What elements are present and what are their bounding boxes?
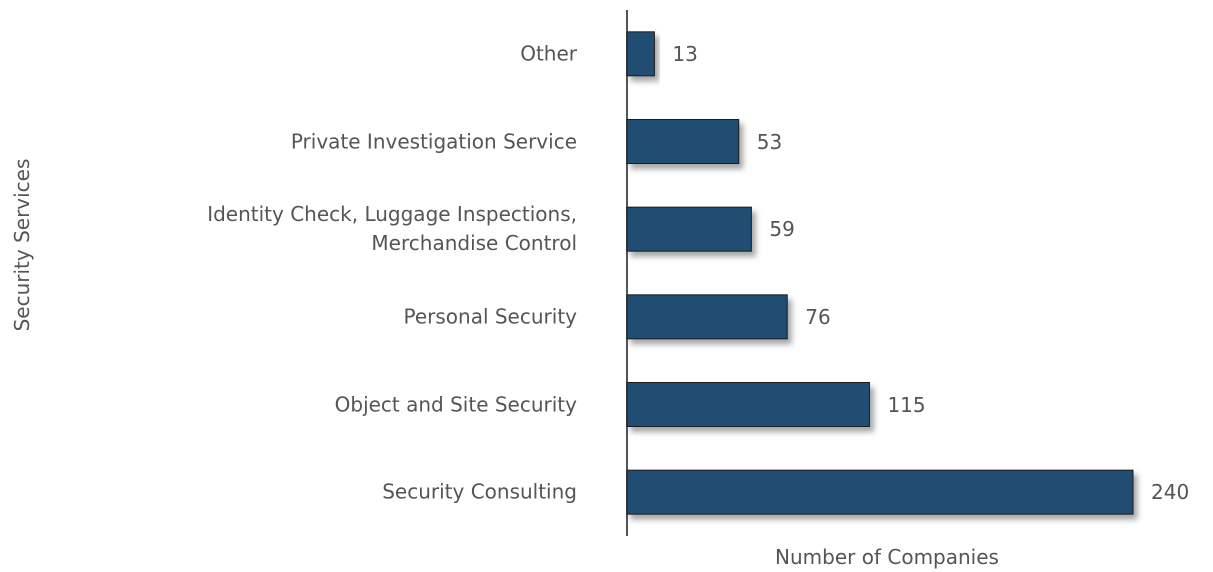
value-label: 53 [756, 129, 783, 154]
value-label: 76 [805, 304, 831, 329]
value-label: 13 [672, 41, 698, 66]
y-tick-label: Security Consulting [382, 479, 577, 504]
value-label: 115 [887, 392, 926, 417]
bar [626, 294, 788, 340]
y-tick-label: Object and Site Security [334, 392, 577, 416]
y-tick-label: Other [520, 41, 577, 66]
bar [626, 469, 1134, 515]
value-label: 59 [769, 217, 795, 242]
bar [626, 382, 870, 427]
bar [626, 119, 740, 164]
y-tick-label: Private Investigation Service [290, 129, 577, 153]
value-label: 240 [1151, 480, 1190, 505]
bar [626, 206, 752, 252]
y-tick-label: Personal Security [403, 304, 577, 329]
bar [626, 31, 655, 77]
y-tick-label: Identity Check, Luggage Inspections, Mer… [207, 202, 577, 256]
y-axis-label: Security Services [10, 158, 34, 332]
x-axis-label: Number of Companies [775, 545, 999, 569]
